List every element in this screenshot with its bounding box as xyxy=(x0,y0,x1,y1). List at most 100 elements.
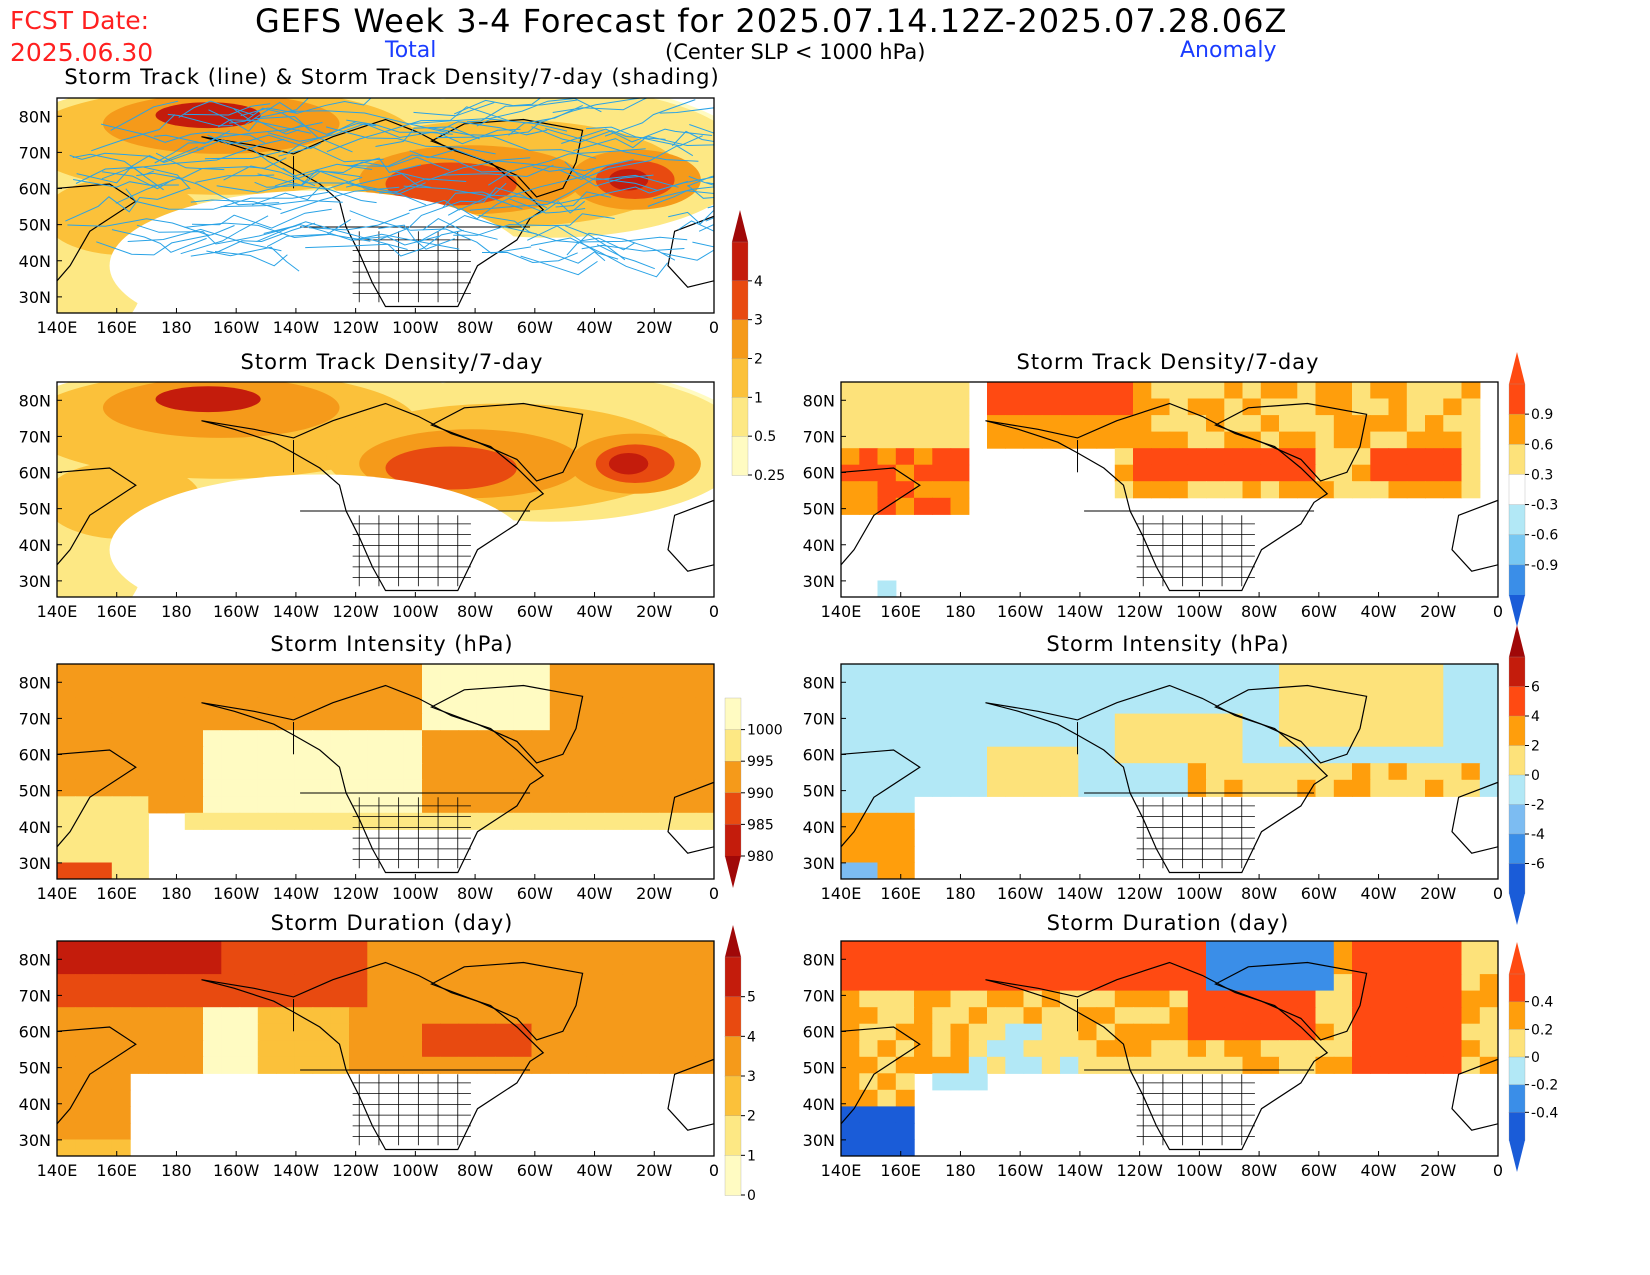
lon-label: 140W xyxy=(1057,602,1104,621)
shading-cell xyxy=(859,779,879,797)
shading-cell xyxy=(1096,398,1116,416)
panel-frame xyxy=(56,663,715,880)
shading-cell xyxy=(1352,398,1371,416)
shading-cell xyxy=(841,796,860,814)
shading-cell xyxy=(568,763,587,781)
colorbar-label: 990 xyxy=(747,786,774,802)
shading-cell xyxy=(1005,398,1025,416)
shading-cell xyxy=(1114,448,1134,466)
shading-cell xyxy=(932,1007,952,1025)
shading-cell xyxy=(349,763,368,781)
shading-cell xyxy=(166,713,186,731)
shading-cell xyxy=(895,812,915,830)
shading-cell xyxy=(604,746,624,764)
shading-cell xyxy=(111,1106,131,1124)
colorbar-swatch xyxy=(1508,474,1526,506)
shading-cell xyxy=(476,941,496,959)
colorbar-swatch xyxy=(1508,1029,1526,1058)
shading-cell xyxy=(677,957,697,975)
shading-cell xyxy=(75,1139,95,1156)
shading-cell xyxy=(440,713,460,731)
shading-cell xyxy=(385,664,405,682)
shading-cell xyxy=(677,730,697,748)
shading-cell xyxy=(622,713,642,731)
shading-cell xyxy=(294,664,314,682)
shading-cell xyxy=(641,957,660,975)
colorbar-label: 0.25 xyxy=(754,468,785,484)
shading-cell xyxy=(695,796,714,814)
shading-cell xyxy=(1151,664,1171,682)
shading-cell xyxy=(841,974,860,992)
shading-cell xyxy=(622,812,642,830)
shading-cell xyxy=(495,779,514,797)
shading-cell xyxy=(1169,448,1189,466)
shading-cell xyxy=(1443,941,1463,959)
shading-cell xyxy=(221,990,241,1008)
shading-cell xyxy=(1114,713,1134,731)
shading-cell xyxy=(203,941,222,959)
shading-cell xyxy=(385,446,517,490)
shading-cell xyxy=(239,957,259,975)
shading-cell xyxy=(257,1023,277,1041)
shading-cell xyxy=(1206,481,1225,499)
shading-cell xyxy=(148,1007,168,1025)
shading-cell xyxy=(932,664,952,682)
shading-cell xyxy=(1060,382,1079,400)
shading-cell xyxy=(641,974,660,992)
shading-cell xyxy=(1370,730,1390,748)
shading-cell xyxy=(877,464,897,482)
shading-cell xyxy=(367,1040,387,1058)
shading-cell xyxy=(877,1007,897,1025)
shading-cell xyxy=(130,829,149,847)
shading-cell xyxy=(1479,697,1498,715)
shading-cell xyxy=(1023,941,1043,959)
panel-frame xyxy=(56,940,715,1157)
storm-track-line xyxy=(520,255,598,276)
storm-track-line xyxy=(391,160,628,181)
shading-cell xyxy=(330,664,350,682)
shading-cell xyxy=(93,862,113,879)
shading-cell xyxy=(130,680,149,698)
shading-cell xyxy=(513,957,533,975)
shading-cell xyxy=(385,730,405,748)
shading-cell xyxy=(130,1023,149,1041)
shading-cell xyxy=(276,779,295,797)
colorbar-label: 5 xyxy=(747,990,756,1006)
lat-label: 30N xyxy=(803,1131,835,1150)
shading-cell xyxy=(203,1056,222,1074)
shading-cell xyxy=(586,1056,606,1074)
shading-cell xyxy=(93,730,113,748)
colorbar-label: -2 xyxy=(1531,798,1545,814)
shading-cell xyxy=(1242,415,1262,433)
shading-cell xyxy=(1005,990,1025,1008)
storm-track-line xyxy=(346,119,521,145)
colorbar-swatch xyxy=(731,397,749,437)
coastline-greenland xyxy=(430,684,584,764)
shading-cell xyxy=(1224,779,1244,797)
shading-cell xyxy=(1133,382,1152,400)
shading-cell xyxy=(549,796,569,814)
shading-cell xyxy=(75,862,95,879)
map-area xyxy=(841,664,1498,879)
shading-cell xyxy=(495,974,514,992)
shading-cell xyxy=(93,1122,113,1140)
shading-cell xyxy=(148,697,168,715)
shading-cell xyxy=(440,664,460,682)
colorbar-tip-bottom xyxy=(725,856,741,888)
shading-cell xyxy=(1187,713,1207,731)
shading-cell xyxy=(57,697,76,715)
shading-cell xyxy=(1023,763,1043,781)
shading-cell xyxy=(1370,481,1390,499)
coastline-asia xyxy=(57,1026,137,1125)
lon-label: 140E xyxy=(37,884,78,903)
colorbar-label: -4 xyxy=(1531,827,1545,843)
shading-cell xyxy=(166,1007,186,1025)
shading-cell xyxy=(203,796,222,814)
shading-cell xyxy=(1479,730,1498,748)
shading-cell xyxy=(549,812,569,830)
shading-cell xyxy=(1078,1056,1098,1074)
shading-cell xyxy=(1297,481,1317,499)
shading-cell xyxy=(1388,431,1408,449)
